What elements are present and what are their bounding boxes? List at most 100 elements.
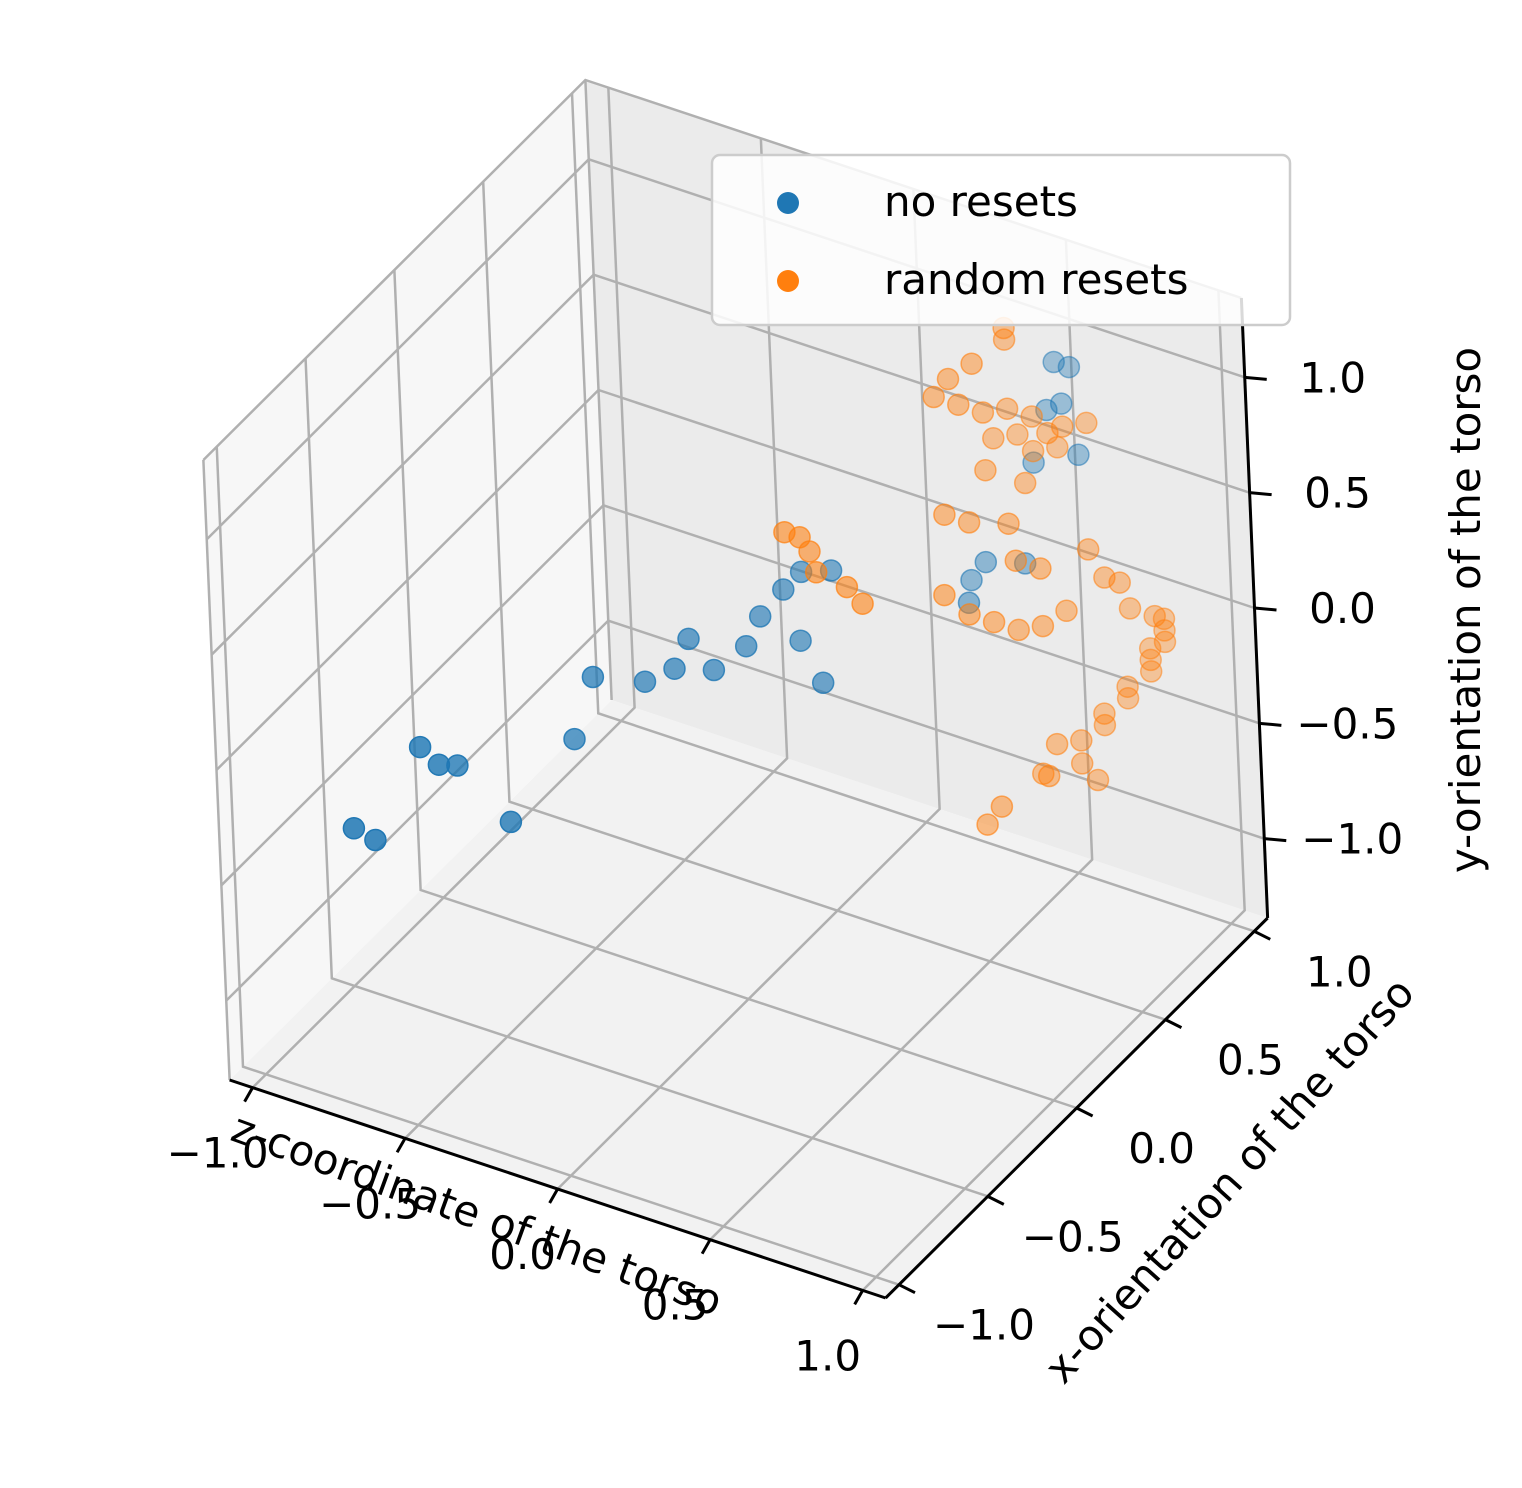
y-tick-1: [987, 1195, 1005, 1206]
y-tick-label-0: −1.0: [933, 1301, 1035, 1350]
point-random-resets-45: [1139, 660, 1163, 683]
x-grid-line-4: [861, 290, 1246, 1292]
point-random-resets-52: [1037, 764, 1061, 788]
point-random-resets-54: [990, 795, 1014, 818]
point-random-resets-8: [992, 328, 1016, 351]
point-no-resets-5: [499, 810, 523, 834]
point-random-resets-6: [936, 367, 960, 391]
x-grid-line-2: [556, 188, 941, 1190]
point-random-resets-27: [1004, 549, 1028, 572]
y-tick-2: [1075, 1106, 1094, 1118]
point-random-resets-20: [1021, 439, 1045, 463]
x-grid-line-1: [404, 138, 789, 1140]
point-random-resets-15: [1036, 421, 1059, 445]
point-random-resets-17: [1075, 411, 1098, 435]
point-random-resets-25: [957, 511, 981, 534]
point-random-resets-39: [1143, 604, 1166, 628]
point-random-resets-44: [1139, 648, 1162, 672]
y-tick-0: [898, 1283, 916, 1295]
z-tick-4: [1244, 375, 1267, 381]
point-no-resets-17: [811, 671, 835, 695]
point-no-resets-16: [789, 629, 812, 652]
point-no-resets-11: [702, 658, 726, 682]
point-random-resets-10: [922, 385, 945, 409]
point-random-resets-34: [1055, 599, 1078, 623]
z-tick-label-1: −0.5: [1296, 699, 1398, 748]
point-random-resets-28: [1029, 557, 1052, 580]
point-random-resets-40: [1152, 607, 1176, 631]
point-random-resets-19: [1006, 423, 1029, 446]
point-random-resets-26: [997, 512, 1020, 535]
y-grid-line-0: [215, 446, 900, 1286]
point-no-resets-0: [342, 817, 366, 840]
grid-lines: [202, 78, 1269, 1292]
point-no-resets-9: [663, 657, 686, 680]
point-random-resets-22: [974, 458, 997, 482]
x-tick-2: [548, 1188, 559, 1204]
tick-marks: [243, 375, 1287, 1306]
point-random-resets-57: [1070, 752, 1094, 775]
point-random-resets-29: [933, 583, 956, 607]
point-no-resets-10: [677, 627, 700, 651]
point-random-resets-33: [1031, 614, 1055, 638]
x-tick-label-1: −0.5: [319, 1179, 421, 1228]
point-random-resets-18: [982, 427, 1005, 450]
point-random-resets-24: [933, 503, 956, 526]
point-no-resets-14: [772, 578, 795, 601]
point-random-resets-12: [971, 401, 995, 424]
point-no-resets-25: [1049, 392, 1073, 415]
point-random-resets-23: [1013, 471, 1037, 495]
legend-marker-no-resets: [777, 192, 799, 214]
point-no-resets-24: [1057, 355, 1081, 379]
y-tick-label-1: −0.5: [1022, 1212, 1124, 1261]
point-random-resets-56: [1086, 768, 1110, 792]
point-random-resets-46: [1116, 675, 1139, 698]
z-tick-1: [1259, 721, 1282, 727]
x-tick-label-4: 1.0: [794, 1331, 861, 1380]
point-random-resets-3: [804, 561, 828, 584]
tick-labels: −1.0−1.0−1.0−0.5−0.5−0.50.00.00.00.50.50…: [167, 353, 1404, 1380]
point-random-resets-7: [960, 352, 983, 375]
point-random-resets-11: [947, 393, 970, 416]
z-tick-2: [1254, 606, 1277, 612]
y-tick-label-3: 0.5: [1217, 1036, 1284, 1085]
point-random-resets-32: [1007, 618, 1030, 642]
point-no-resets-21: [1022, 451, 1045, 474]
point-random-resets-31: [982, 610, 1006, 634]
point-no-resets-8: [633, 670, 657, 693]
point-no-resets-19: [960, 568, 983, 592]
legend-frame: [710, 153, 1292, 327]
z-tick-label-3: 0.5: [1304, 469, 1371, 518]
x-tick-label-3: 0.5: [642, 1281, 709, 1330]
point-random-resets-4: [835, 575, 859, 599]
point-random-resets-55: [976, 813, 999, 836]
point-no-resets-2: [408, 735, 432, 759]
point-random-resets-51: [1045, 732, 1069, 756]
point-random-resets-14: [1020, 405, 1043, 428]
point-random-resets-43: [1138, 637, 1162, 660]
point-random-resets-37: [1108, 571, 1131, 594]
y-grid-line-4: [570, 93, 1255, 933]
y-tick-4: [1253, 929, 1271, 941]
front-pane-edge: [202, 459, 231, 1081]
point-random-resets-50: [1070, 729, 1093, 752]
x-tick-3: [700, 1238, 712, 1255]
point-no-resets-22: [1035, 398, 1058, 422]
x-tick-label-2: 0.0: [489, 1230, 556, 1279]
legend: no resets random resets: [710, 153, 1292, 327]
point-random-resets-5: [851, 592, 874, 615]
point-random-resets-1: [788, 526, 811, 549]
y-tick-label-4: 1.0: [1306, 947, 1373, 996]
z-tick-0: [1264, 837, 1287, 843]
point-no-resets-26: [1067, 443, 1090, 467]
x-grid-line-0: [251, 87, 636, 1089]
back-pane-edge: [584, 79, 613, 701]
z-tick-label-2: 0.0: [1309, 584, 1376, 633]
point-no-resets-13: [748, 605, 772, 628]
y-tick-label-2: 0.0: [1128, 1124, 1195, 1173]
point-no-resets-1: [364, 828, 387, 852]
z-tick-label-4: 1.0: [1299, 353, 1366, 402]
point-no-resets-7: [581, 665, 605, 689]
legend-label-no-resets: no resets: [884, 177, 1078, 226]
